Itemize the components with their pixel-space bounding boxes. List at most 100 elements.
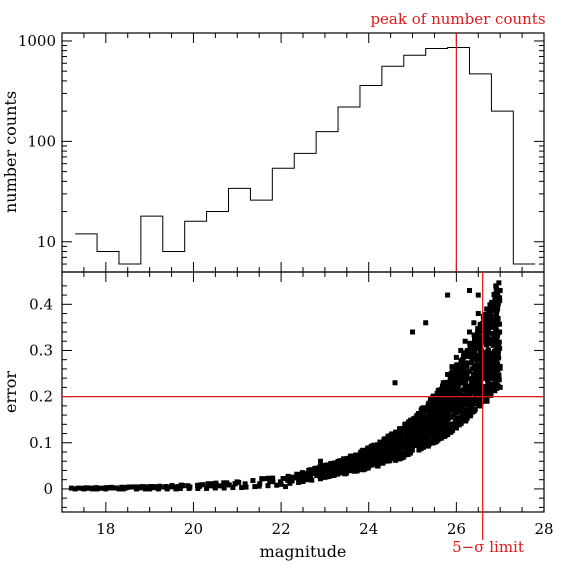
scatter-point	[329, 468, 335, 474]
scatter-point	[489, 384, 495, 390]
scatter-point	[419, 433, 425, 439]
scatter-point	[373, 455, 379, 461]
scatter-point	[307, 470, 313, 476]
scatter-point	[87, 485, 93, 491]
scatter-point	[496, 280, 502, 286]
scatter-point	[378, 443, 384, 449]
scatter-point	[362, 463, 368, 469]
scatter-point	[429, 399, 435, 405]
scatter-point	[478, 399, 484, 405]
scatter-point	[187, 484, 193, 490]
scatter-point	[151, 484, 157, 490]
scatter-point	[493, 310, 499, 316]
scatter-point	[282, 484, 288, 490]
scatter-point	[413, 425, 419, 431]
scatter-point	[384, 438, 390, 444]
scatter-point	[460, 416, 466, 422]
scatter-point	[454, 409, 460, 415]
scatter-point	[438, 407, 444, 413]
scatter-point	[475, 352, 481, 358]
scatter-point	[412, 431, 418, 437]
scatter-point	[379, 452, 385, 458]
scatter-point	[410, 426, 416, 432]
scatter-point	[459, 402, 465, 408]
scatter-point	[440, 402, 446, 408]
top-y-tick-label: 10	[37, 233, 56, 251]
scatter-point	[404, 428, 410, 434]
scatter-point	[458, 374, 464, 380]
scatter-point	[462, 338, 468, 344]
scatter-point	[431, 408, 437, 414]
scatter-point	[370, 450, 376, 456]
top-y-tick-labels: 10 100 1000	[18, 32, 56, 251]
scatter-point	[91, 485, 97, 491]
scatter-point	[494, 337, 500, 343]
scatter-point	[458, 419, 464, 425]
scatter-point	[108, 485, 114, 491]
scatter-point	[467, 368, 473, 374]
scatter-point	[381, 443, 387, 449]
scatter-point	[403, 431, 409, 437]
scatter-point	[280, 476, 286, 482]
scatter-point	[491, 314, 497, 320]
bottom-y-tick-labels: 0 0.1 0.2 0.3 0.4	[29, 295, 53, 498]
scatter-point	[403, 441, 409, 447]
scatter-point	[434, 414, 440, 420]
scatter-point	[299, 476, 305, 482]
scatter-point	[481, 320, 487, 326]
scatter-point	[416, 413, 422, 419]
scatter-point	[488, 314, 494, 320]
scatter-point	[437, 428, 443, 434]
scatter-point	[410, 329, 416, 335]
scatter-point	[265, 483, 271, 489]
scatter-point	[361, 459, 367, 465]
scatter-point	[437, 404, 443, 410]
top-panel-frame	[61, 32, 545, 273]
scatter-point	[232, 481, 238, 487]
scatter-point	[385, 444, 391, 450]
histogram-steps	[75, 47, 536, 265]
scatter-point	[411, 417, 417, 423]
scatter-point	[469, 351, 475, 357]
scatter-point	[434, 419, 440, 425]
scatter-point	[493, 288, 499, 294]
scatter-point	[389, 453, 395, 459]
scatter-point	[480, 313, 486, 319]
scatter-point	[353, 452, 359, 458]
scatter-point	[337, 462, 343, 468]
scatter-point	[429, 424, 435, 430]
scatter-point	[347, 464, 353, 470]
scatter-point	[402, 438, 408, 444]
scatter-point	[441, 411, 447, 417]
scatter-point	[491, 320, 497, 326]
scatter-point	[381, 446, 387, 452]
x-tick-label: 26	[447, 520, 466, 538]
scatter-point	[125, 484, 131, 490]
scatter-point	[451, 397, 457, 403]
scatter-point	[437, 433, 443, 439]
scatter-point	[387, 458, 393, 464]
scatter-point	[413, 438, 419, 444]
scatter-point	[388, 432, 394, 438]
scatter-point	[354, 468, 360, 474]
scatter-point	[402, 422, 408, 428]
scatter-point	[292, 474, 298, 480]
scatter-point	[483, 335, 489, 341]
scatter-point	[447, 396, 453, 402]
scatter-point	[425, 443, 431, 449]
bottom-y-axis-label: error	[1, 371, 20, 413]
scatter-point	[437, 399, 443, 405]
scatter-point	[487, 311, 493, 317]
scatter-point	[301, 472, 307, 478]
scatter-point	[410, 437, 416, 443]
scatter-point	[390, 449, 396, 455]
scatter-point	[434, 416, 440, 422]
scatter-point	[429, 433, 435, 439]
scatter-point	[471, 332, 477, 338]
bottom-y-tick-label: 0.3	[29, 341, 53, 359]
scatter-point	[462, 393, 468, 399]
top-y-tick-label: 100	[27, 132, 56, 150]
scatter-point	[418, 422, 424, 428]
scatter-point	[379, 456, 385, 462]
scatter-point	[455, 375, 461, 381]
